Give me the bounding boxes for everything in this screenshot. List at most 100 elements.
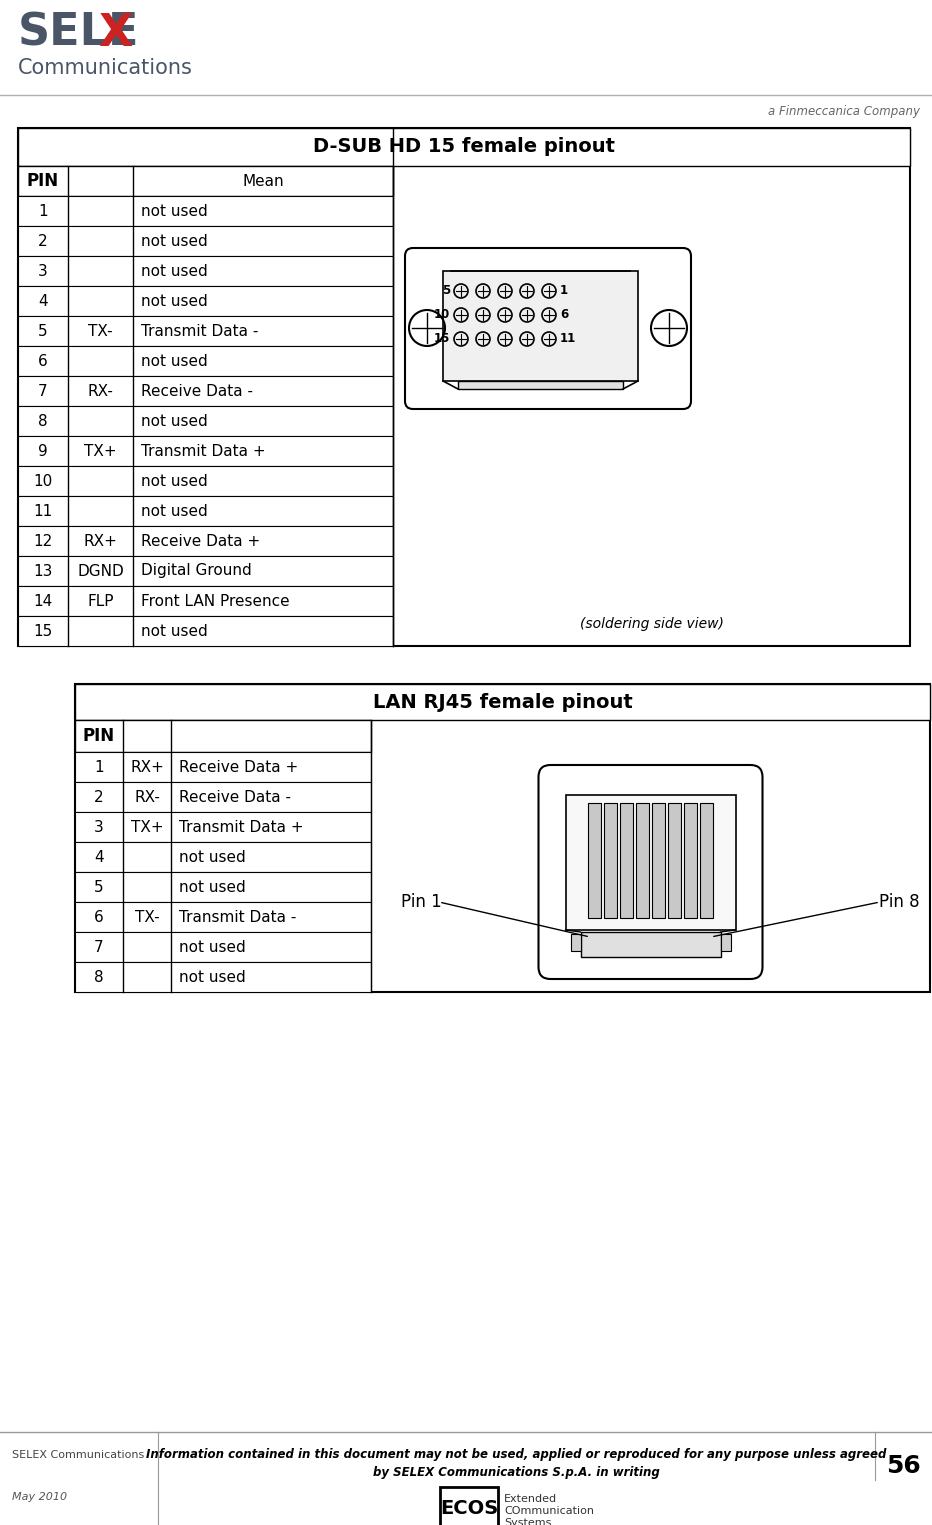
Text: LAN RJ45 female pinout: LAN RJ45 female pinout	[373, 692, 633, 712]
Text: 6: 6	[94, 909, 103, 924]
Text: SELEX Communications: SELEX Communications	[12, 1450, 144, 1459]
Text: Mean: Mean	[242, 174, 284, 189]
Text: Receive Data +: Receive Data +	[141, 534, 260, 549]
Bar	[443, 271, 638, 381]
Text: 4: 4	[94, 849, 103, 865]
Text: 3: 3	[94, 819, 103, 834]
Text: FLP: FLP	[88, 593, 114, 608]
Text: 13: 13	[34, 564, 53, 578]
Text: 7: 7	[94, 939, 103, 955]
Text: 1: 1	[94, 759, 103, 775]
Text: a Finmeccanica Company: a Finmeccanica Company	[768, 105, 920, 117]
Text: not used: not used	[141, 624, 208, 639]
Text: Information contained in this document may not be used, applied or reproduced fo: Information contained in this document m…	[145, 1449, 886, 1461]
Text: 5: 5	[38, 323, 48, 339]
Text: 7: 7	[38, 383, 48, 398]
Bar	[652, 804, 665, 918]
Text: RX+: RX+	[130, 759, 164, 775]
Bar	[75, 901, 371, 932]
Bar	[18, 197, 393, 226]
Bar	[18, 128, 910, 166]
Bar	[75, 685, 930, 991]
Text: RX-: RX-	[134, 790, 160, 805]
Text: 6: 6	[38, 354, 48, 369]
Text: not used: not used	[141, 413, 208, 429]
Text: PIN: PIN	[83, 727, 115, 746]
Text: Transmit Data +: Transmit Data +	[179, 819, 304, 834]
Text: not used: not used	[179, 880, 246, 895]
Text: not used: not used	[141, 473, 208, 488]
Text: 8: 8	[94, 970, 103, 985]
Bar	[620, 804, 633, 918]
Text: 10: 10	[433, 308, 450, 322]
Text: Pin 8: Pin 8	[880, 894, 920, 910]
Bar	[566, 795, 735, 930]
Text: not used: not used	[141, 233, 208, 249]
Text: 4: 4	[38, 293, 48, 308]
Bar	[18, 586, 393, 616]
Bar	[75, 932, 371, 962]
Text: not used: not used	[141, 354, 208, 369]
Bar	[18, 166, 393, 197]
Text: 5: 5	[94, 880, 103, 895]
Bar	[75, 685, 930, 720]
FancyBboxPatch shape	[539, 766, 762, 979]
Text: RX+: RX+	[84, 534, 117, 549]
Text: 1: 1	[560, 285, 569, 297]
Bar	[75, 962, 371, 991]
Text: 15: 15	[34, 624, 52, 639]
Text: 2: 2	[38, 233, 48, 249]
Text: not used: not used	[179, 939, 246, 955]
Bar	[458, 381, 623, 389]
Text: Front LAN Presence: Front LAN Presence	[141, 593, 290, 608]
Bar	[18, 346, 393, 377]
Text: 10: 10	[34, 473, 52, 488]
Text: 11: 11	[560, 332, 576, 346]
Bar	[18, 316, 393, 346]
Bar	[18, 557, 393, 586]
Bar	[668, 804, 681, 918]
Text: ECOS: ECOS	[440, 1499, 498, 1517]
Text: PIN: PIN	[27, 172, 59, 191]
Bar	[75, 782, 371, 811]
Text: SELE: SELE	[18, 12, 140, 55]
Text: 12: 12	[34, 534, 52, 549]
Bar	[75, 872, 371, 901]
Bar	[75, 720, 371, 752]
Bar	[440, 1487, 498, 1525]
Text: X: X	[98, 12, 132, 55]
Text: Systems: Systems	[504, 1517, 552, 1525]
Bar	[75, 811, 371, 842]
Bar	[18, 226, 393, 256]
Bar	[604, 804, 617, 918]
Text: 6: 6	[560, 308, 569, 322]
Bar	[581, 932, 720, 958]
Text: Transmit Data -: Transmit Data -	[179, 909, 296, 924]
Text: DGND: DGND	[77, 564, 124, 578]
Bar	[18, 436, 393, 467]
Text: not used: not used	[141, 293, 208, 308]
Text: 9: 9	[38, 444, 48, 459]
Text: TX-: TX-	[135, 909, 159, 924]
Text: 14: 14	[34, 593, 52, 608]
Text: not used: not used	[141, 264, 208, 279]
Text: Receive Data -: Receive Data -	[179, 790, 291, 805]
Text: RX-: RX-	[88, 383, 114, 398]
Text: COmmunication: COmmunication	[504, 1507, 594, 1516]
Text: Receive Data +: Receive Data +	[179, 759, 298, 775]
Bar	[720, 933, 731, 952]
Text: May 2010: May 2010	[12, 1491, 67, 1502]
Bar	[18, 287, 393, 316]
Text: Extended: Extended	[504, 1494, 557, 1504]
Text: TX-: TX-	[89, 323, 113, 339]
FancyBboxPatch shape	[405, 249, 691, 409]
Text: 3: 3	[38, 264, 48, 279]
Text: not used: not used	[141, 503, 208, 518]
Text: 1: 1	[38, 203, 48, 218]
Bar	[18, 616, 393, 647]
Bar	[636, 804, 649, 918]
Text: not used: not used	[141, 203, 208, 218]
Text: TX+: TX+	[130, 819, 163, 834]
Bar	[18, 377, 393, 406]
Text: Communications: Communications	[18, 58, 193, 78]
